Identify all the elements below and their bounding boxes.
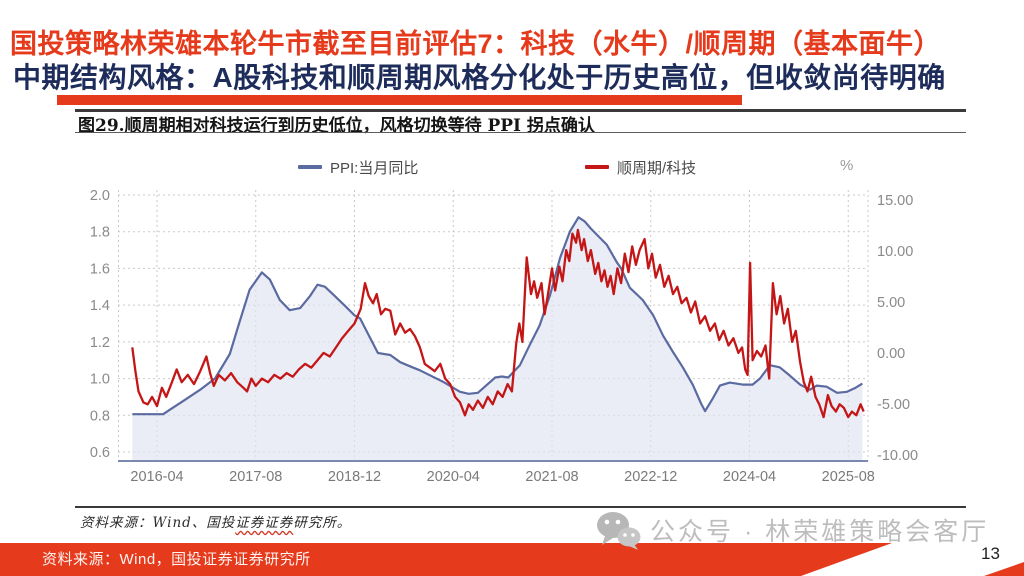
ratio-legend-swatch bbox=[585, 165, 609, 169]
x-axis-tick: 2018-12 bbox=[328, 469, 381, 485]
figure-source-spellcheck: 证券证券 bbox=[235, 515, 294, 531]
left-axis-tick: 0.8 bbox=[90, 408, 110, 424]
right-axis-tick: -10.00 bbox=[877, 448, 918, 464]
left-axis-tick: 1.4 bbox=[90, 298, 110, 314]
right-axis-tick: -5.00 bbox=[877, 397, 910, 413]
figure-bottom-border bbox=[75, 506, 966, 508]
wechat-icon bbox=[597, 512, 641, 550]
figure-title-divider bbox=[75, 132, 966, 133]
footer-bar: 资料来源：Wind，国投证券证券研究所 bbox=[0, 543, 892, 576]
left-axis-tick: 0.6 bbox=[90, 445, 110, 461]
corner-accent-triangle bbox=[984, 562, 1024, 576]
right-axis-tick: 0.00 bbox=[877, 346, 905, 362]
x-axis-tick: 2020-04 bbox=[427, 469, 480, 485]
ratio-legend-label: 顺周期/科技 bbox=[617, 159, 697, 177]
ppi-legend-swatch bbox=[298, 165, 322, 169]
right-axis-tick: 15.00 bbox=[877, 193, 913, 209]
figure-source-suffix: 研究所。 bbox=[293, 515, 352, 531]
ppi-legend-label: PPI:当月同比 bbox=[330, 159, 419, 177]
watermark: 公众号 · 林荣雄策略会客厅 bbox=[594, 508, 1024, 552]
x-axis-tick: 2016-04 bbox=[130, 469, 183, 485]
watermark-text: 公众号 · 林荣雄策略会客厅 bbox=[650, 518, 990, 546]
legend-item-ppi: PPI:当月同比 bbox=[298, 159, 419, 177]
x-axis-tick: 2017-08 bbox=[229, 469, 282, 485]
figure-top-border bbox=[75, 109, 966, 112]
footer-source-text: 资料来源：Wind，国投证券证券研究所 bbox=[42, 551, 311, 568]
right-axis-tick: 10.00 bbox=[877, 244, 913, 260]
x-axis-tick: 2021-08 bbox=[525, 469, 578, 485]
slide-title-line1: 国投策略林荣雄本轮牛市截至目前评估7：科技（水牛）/顺周期（基本面牛） bbox=[10, 29, 942, 59]
x-axis-tick: 2025-08 bbox=[822, 469, 875, 485]
figure-source: 资料来源：Wind、国投证券证券研究所。 bbox=[80, 511, 351, 531]
left-axis-tick: 1.0 bbox=[90, 372, 110, 388]
legend-item-ratio: 顺周期/科技 bbox=[585, 159, 697, 177]
figure-source-prefix: 资料来源：Wind、国投 bbox=[80, 515, 236, 531]
title-underline-bar bbox=[57, 95, 742, 105]
right-axis-unit-label: % bbox=[840, 157, 854, 174]
x-axis-tick: 2024-04 bbox=[723, 469, 776, 485]
ppi-area bbox=[132, 217, 863, 461]
left-axis-tick: 2.0 bbox=[90, 188, 110, 204]
slide-title-line2: 中期结构风格：A股科技和顺周期风格分化处于历史高位，但收敛尚待明确 bbox=[13, 62, 946, 93]
right-axis-tick: 5.00 bbox=[877, 295, 905, 311]
ppi-line bbox=[132, 216, 863, 416]
figure-title: 图29.顺周期相对科技运行到历史低位，风格切换等待 PPI 拐点确认 bbox=[78, 116, 595, 136]
left-axis-tick: 1.6 bbox=[90, 261, 110, 277]
page-number: 13 bbox=[981, 544, 1000, 563]
left-axis-tick: 1.2 bbox=[90, 335, 110, 351]
ratio-line bbox=[131, 228, 865, 419]
left-axis-tick: 1.8 bbox=[90, 225, 110, 241]
x-axis-tick: 2022-12 bbox=[624, 469, 677, 485]
